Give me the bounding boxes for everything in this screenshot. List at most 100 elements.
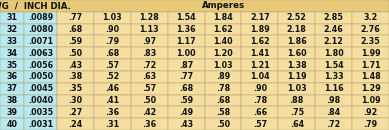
Text: .68: .68 (105, 49, 119, 58)
Bar (57, 118, 94, 130)
Text: 1.71: 1.71 (361, 60, 380, 70)
Text: .92: .92 (363, 108, 378, 117)
Text: 2.12: 2.12 (324, 37, 343, 46)
Text: .49: .49 (179, 108, 193, 117)
Bar (168, 118, 205, 130)
Bar (131, 106, 168, 118)
Bar (352, 118, 389, 130)
Text: 1.48: 1.48 (361, 72, 380, 81)
Text: 2.46: 2.46 (324, 25, 343, 34)
Bar (168, 24, 205, 35)
Bar (131, 71, 168, 83)
Bar (168, 83, 205, 95)
Text: 39: 39 (6, 108, 17, 117)
Text: .31: .31 (105, 120, 119, 129)
Text: 1.03: 1.03 (213, 60, 233, 70)
Text: .0035: .0035 (28, 108, 53, 117)
Bar (94, 47, 131, 59)
Bar (94, 59, 131, 71)
Bar (205, 59, 242, 71)
Bar (205, 71, 242, 83)
Bar (94, 118, 131, 130)
Bar (205, 118, 242, 130)
Bar (315, 12, 352, 24)
Bar (131, 95, 168, 106)
Bar (168, 47, 205, 59)
Bar (315, 106, 352, 118)
Bar (168, 12, 205, 24)
Bar (279, 12, 315, 24)
Bar (352, 47, 389, 59)
Text: Amperes: Amperes (202, 1, 245, 10)
Text: .0056: .0056 (28, 60, 53, 70)
Bar (242, 106, 279, 118)
Bar (205, 24, 242, 35)
Text: 40: 40 (6, 120, 17, 129)
Bar (131, 118, 168, 130)
Text: .0045: .0045 (28, 84, 53, 93)
Text: .63: .63 (142, 72, 156, 81)
Text: .68: .68 (179, 84, 193, 93)
Bar (352, 24, 389, 35)
Text: .0050: .0050 (28, 72, 53, 81)
Text: 1.33: 1.33 (324, 72, 343, 81)
Bar (279, 118, 315, 130)
Text: .24: .24 (68, 120, 82, 129)
Bar (242, 59, 279, 71)
Text: 33: 33 (6, 37, 17, 46)
Text: .87: .87 (179, 60, 193, 70)
Text: .72: .72 (142, 60, 156, 70)
Text: 1.40: 1.40 (213, 37, 233, 46)
Text: .0040: .0040 (28, 96, 53, 105)
Text: .98: .98 (326, 96, 341, 105)
Bar (131, 83, 168, 95)
Bar (131, 59, 168, 71)
Bar (57, 95, 94, 106)
Text: .90: .90 (105, 25, 119, 34)
Text: 34: 34 (6, 49, 17, 58)
Bar (0, 71, 24, 83)
Text: 1.60: 1.60 (287, 49, 307, 58)
Bar (24, 95, 57, 106)
Text: 1.21: 1.21 (250, 60, 270, 70)
Bar (131, 35, 168, 47)
Bar (131, 47, 168, 59)
Text: .57: .57 (105, 60, 119, 70)
Bar (57, 35, 94, 47)
Text: 1.03: 1.03 (287, 84, 307, 93)
Text: 1.38: 1.38 (287, 60, 307, 70)
Text: .0089: .0089 (28, 13, 53, 22)
Text: 1.20: 1.20 (213, 49, 233, 58)
Bar (24, 24, 57, 35)
Bar (0, 12, 24, 24)
Bar (94, 35, 131, 47)
Text: .57: .57 (253, 120, 267, 129)
Bar (279, 71, 315, 83)
Text: AWG  /  INCH DIA.: AWG / INCH DIA. (0, 1, 71, 10)
Text: 1.99: 1.99 (361, 49, 380, 58)
Bar (352, 35, 389, 47)
Text: .89: .89 (216, 72, 230, 81)
Bar (0, 24, 24, 35)
Text: 1.29: 1.29 (361, 84, 380, 93)
Bar (24, 118, 57, 130)
Text: 1.16: 1.16 (324, 84, 343, 93)
Bar (279, 24, 315, 35)
Text: 2.76: 2.76 (361, 25, 380, 34)
Bar (315, 95, 352, 106)
Text: 2.35: 2.35 (361, 37, 380, 46)
Bar (205, 95, 242, 106)
Text: .79: .79 (363, 120, 378, 129)
Bar (0, 35, 24, 47)
Text: .58: .58 (216, 108, 230, 117)
Bar (315, 118, 352, 130)
Bar (94, 71, 131, 83)
Bar (279, 83, 315, 95)
Text: .68: .68 (68, 25, 82, 34)
Text: .59: .59 (179, 96, 193, 105)
Bar (279, 59, 315, 71)
Text: .41: .41 (105, 96, 119, 105)
Text: .78: .78 (216, 84, 230, 93)
Text: .52: .52 (105, 72, 119, 81)
Text: .42: .42 (142, 108, 156, 117)
